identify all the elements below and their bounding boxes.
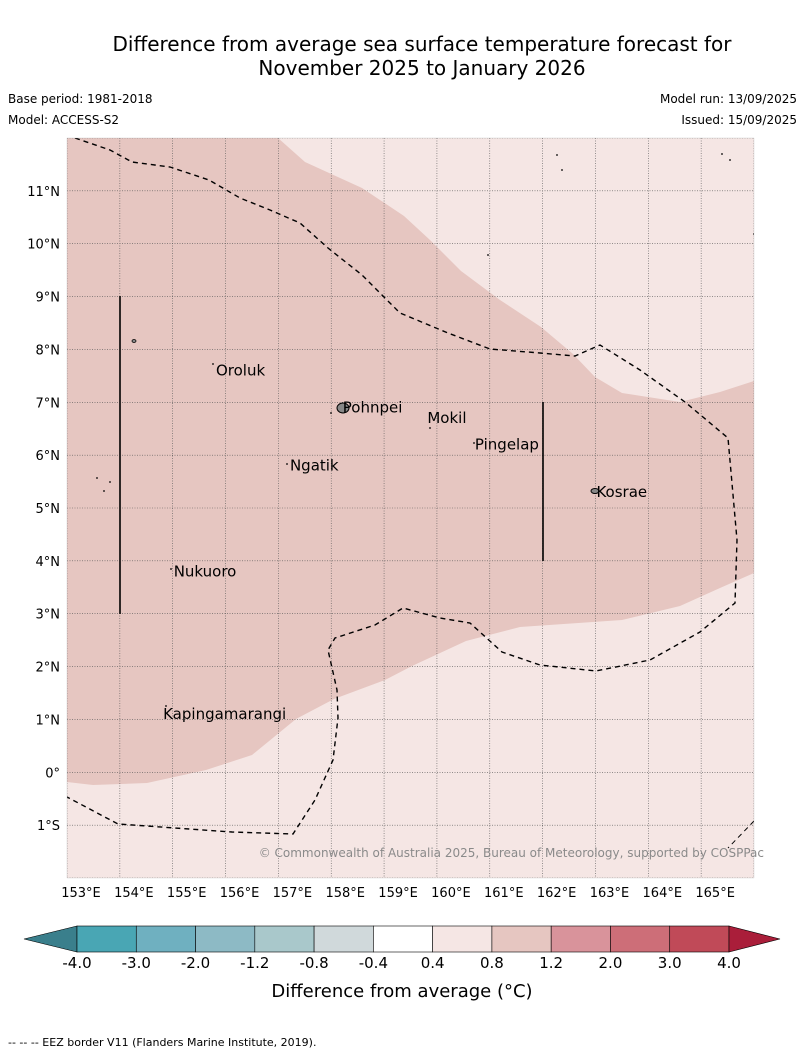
colorbar-tick-label: -0.8 — [299, 954, 328, 972]
place-label-kosrae: Kosrae — [596, 483, 647, 501]
colorbar-tick-label: 0.8 — [480, 954, 504, 972]
colorbar-tick-label: -1.2 — [240, 954, 269, 972]
eez-footnote: -- -- -- EEZ border V11 (Flanders Marine… — [8, 1036, 317, 1049]
place-label-nukuoro: Nukuoro — [174, 562, 237, 580]
colorbar-segment — [313, 925, 374, 953]
colorbar-segment — [432, 925, 493, 953]
colorbar-tick-label: -4.0 — [62, 954, 91, 972]
copyright-text: © Commonwealth of Australia 2025, Bureau… — [259, 846, 764, 860]
model-label: Model: ACCESS-S2 — [8, 113, 120, 127]
longitude-tick-label: 161°E — [484, 886, 524, 901]
colorbar-tick-label: 3.0 — [658, 954, 682, 972]
colorbar-over-arrow — [728, 925, 781, 953]
atoll-dots — [96, 153, 754, 707]
colorbar-segment — [195, 925, 256, 953]
issued-label: Issued: 15/09/2025 — [681, 113, 797, 127]
latitude-tick-label: 1°S — [37, 819, 60, 834]
map-frame — [66, 137, 755, 879]
latitude-tick-label: 8°N — [36, 343, 61, 358]
kosrae-island — [590, 488, 600, 494]
longitude-tick-label: 156°E — [220, 886, 260, 901]
latitude-tick-label: 1°N — [36, 713, 61, 728]
longitude-tick-label: 157°E — [273, 886, 313, 901]
latitude-tick-label: 0° — [45, 766, 60, 781]
longitude-tick-label: 162°E — [537, 886, 577, 901]
colorbar-segment — [76, 925, 137, 953]
title-line-2: November 2025 to January 2026 — [258, 56, 586, 80]
place-label-pohnpei: Pohnpei — [343, 399, 403, 417]
colorbar-segment — [254, 925, 315, 953]
place-label-oroluk: Oroluk — [216, 362, 265, 380]
map-area — [67, 138, 754, 878]
base-period-label: Base period: 1981-2018 — [8, 92, 153, 106]
colorbar-segment — [669, 925, 730, 953]
latitude-tick-labels: 11°N 10°N 9°N 8°N 7°N 6°N 5°N 4°N 3°N 2°N 1°N 0° 1°S — [27, 185, 60, 834]
colorbar-title: Difference from average (°C) — [271, 981, 532, 1002]
colorbar-segment — [373, 925, 433, 953]
place-label-kapingamarangi: Kapingamarangi — [163, 705, 286, 723]
colorbar: -4.0 -3.0 -2.0 -1.2 -0.8 -0.4 0.4 0.8 1.2 2.0 3.0 4… — [23, 925, 781, 972]
map-title: Difference from average sea surface temp… — [40, 32, 804, 80]
place-labels: Oroluk Pohnpei Mokil Pingelap Ngatik Kosrae Nu… — [163, 362, 647, 724]
small-island — [131, 339, 137, 343]
colorbar-tick-label: 0.4 — [421, 954, 445, 972]
latitude-tick-label: 5°N — [36, 502, 61, 517]
colorbar-under-arrow — [23, 925, 78, 953]
longitude-tick-label: 154°E — [114, 886, 154, 901]
latitude-tick-label: 7°N — [36, 396, 61, 411]
longitude-tick-label: 164°E — [643, 886, 683, 901]
latitude-tick-label: 6°N — [36, 449, 61, 464]
colorbar-segment — [610, 925, 671, 953]
pohnpei-island — [336, 402, 350, 414]
place-label-pingelap: Pingelap — [475, 436, 539, 454]
latitude-tick-label: 9°N — [36, 291, 61, 306]
longitude-tick-label: 153°E — [61, 886, 101, 901]
anomaly-0.8-1.2-region — [67, 138, 754, 785]
longitude-tick-label: 158°E — [325, 886, 365, 901]
colorbar-tick-label: -2.0 — [181, 954, 210, 972]
colorbar-segment — [491, 925, 552, 953]
forecast-map: Oroluk Pohnpei Mokil Pingelap Ngatik Kosrae Nu… — [23, 137, 781, 1002]
colorbar-tick-label: -0.4 — [359, 954, 388, 972]
longitude-tick-label: 163°E — [590, 886, 630, 901]
colorbar-segment — [135, 925, 196, 953]
latitude-tick-label: 2°N — [36, 661, 61, 676]
model-run-label: Model run: 13/09/2025 — [659, 92, 797, 106]
place-label-ngatik: Ngatik — [290, 457, 339, 475]
latitude-tick-label: 10°N — [27, 238, 60, 253]
colorbar-tick-label: 4.0 — [717, 954, 741, 972]
latitude-tick-label: 3°N — [36, 608, 61, 623]
longitude-tick-label: 155°E — [167, 886, 207, 901]
eez-border — [67, 138, 738, 835]
longitude-tick-label: 160°E — [431, 886, 471, 901]
colorbar-segment — [550, 925, 611, 953]
place-label-mokil: Mokil — [427, 409, 466, 427]
longitude-tick-labels: 153°E 154°E 155°E 156°E 157°E 158°E 159°E 160°E… — [61, 886, 735, 901]
graticule — [67, 138, 754, 878]
latitude-tick-label: 11°N — [27, 185, 60, 200]
longitude-tick-label: 159°E — [378, 886, 418, 901]
eez-border-east — [727, 820, 754, 849]
longitude-tick-label: 165°E — [695, 886, 735, 901]
colorbar-tick-label: -3.0 — [122, 954, 151, 972]
colorbar-tick-label: 1.2 — [539, 954, 563, 972]
title-line-1: Difference from average sea surface temp… — [112, 32, 732, 56]
colorbar-tick-label: 2.0 — [599, 954, 623, 972]
latitude-tick-label: 4°N — [36, 555, 61, 570]
